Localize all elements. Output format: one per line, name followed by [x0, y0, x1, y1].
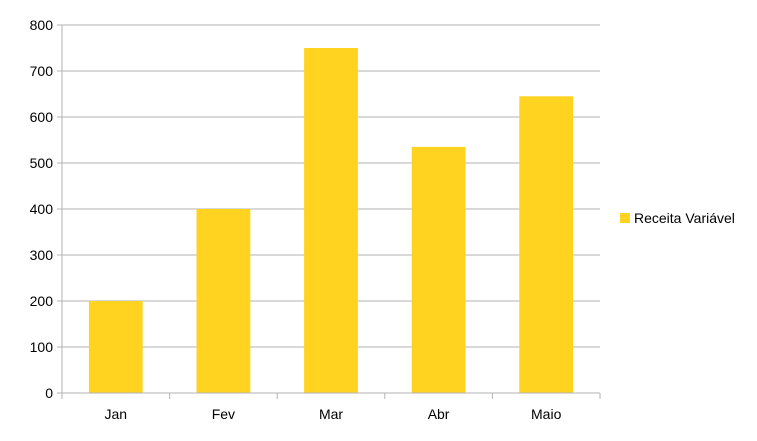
bar-maio — [519, 96, 574, 394]
axes — [57, 24, 601, 399]
y-tick-label: 100 — [30, 339, 54, 355]
y-tick-label: 800 — [30, 17, 54, 33]
x-tick-label: Mar — [319, 406, 343, 422]
bar-jan — [88, 301, 143, 393]
x-tick-label: Fev — [212, 406, 235, 422]
y-tick-label: 200 — [30, 293, 54, 309]
bars — [88, 48, 574, 394]
x-tick-label: Jan — [105, 406, 128, 422]
legend-label: Receita Variável — [634, 210, 735, 226]
bar-mar — [304, 48, 358, 393]
x-tick-label: Abr — [428, 406, 450, 422]
bar-abr — [411, 146, 466, 393]
y-tick-label: 400 — [30, 201, 54, 217]
y-tick-label: 600 — [30, 109, 54, 125]
y-tick-label: 500 — [30, 155, 54, 171]
x-axis-tick-labels: Jan Fev Mar Abr Maio — [105, 406, 562, 422]
legend: Receita Variável — [620, 210, 735, 226]
y-tick-label: 700 — [30, 63, 54, 79]
x-tick-label: Maio — [531, 406, 562, 422]
bar-fev — [196, 209, 251, 393]
y-tick-label: 300 — [30, 247, 54, 263]
y-tick-label: 0 — [45, 385, 53, 401]
y-axis-tick-labels: 0 100 200 300 400 500 600 700 800 — [30, 17, 54, 401]
legend-swatch — [620, 213, 630, 223]
